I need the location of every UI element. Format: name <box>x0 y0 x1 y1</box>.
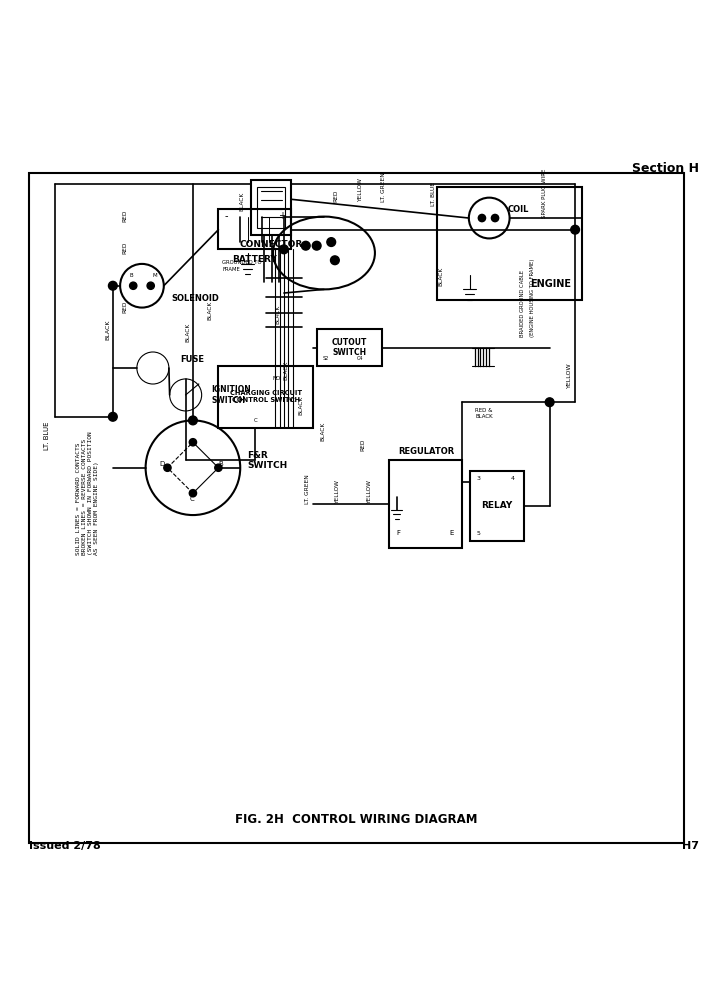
Text: LT. BLUE: LT. BLUE <box>44 421 50 449</box>
Text: F: F <box>396 530 400 536</box>
Bar <box>470 471 524 541</box>
Circle shape <box>478 214 486 221</box>
Text: C: C <box>253 417 257 422</box>
Text: Issued 2/78: Issued 2/78 <box>29 842 101 852</box>
Text: SOLID LINES = FORWARD CONTACTS
BROKEN LINES = REVERSE CONTACTS
(SWITCH SHOWN IN : SOLID LINES = FORWARD CONTACTS BROKEN LI… <box>76 431 99 556</box>
Text: -: - <box>224 211 228 221</box>
Text: (ENGINE HOUSING TO FRAME): (ENGINE HOUSING TO FRAME) <box>531 258 535 336</box>
Text: LT. BLUE: LT. BLUE <box>431 181 435 205</box>
Text: FRAME: FRAME <box>222 267 240 272</box>
Circle shape <box>108 412 117 421</box>
Text: LT. GREEN: LT. GREEN <box>306 474 310 505</box>
Circle shape <box>108 281 117 290</box>
Text: YELLOW: YELLOW <box>567 362 571 387</box>
Text: RED: RED <box>334 189 339 202</box>
Text: RELAY: RELAY <box>481 502 513 511</box>
Circle shape <box>312 241 321 250</box>
Text: BLACK: BLACK <box>298 395 303 414</box>
Text: CUTOUT
SWITCH: CUTOUT SWITCH <box>332 338 367 357</box>
Text: 3: 3 <box>477 476 480 481</box>
Circle shape <box>491 214 499 221</box>
Text: NO: NO <box>273 376 282 381</box>
Circle shape <box>327 237 336 246</box>
Text: BRAIDED GROUND CABLE: BRAIDED GROUND CABLE <box>521 269 525 336</box>
Text: YELLOW: YELLOW <box>358 178 363 202</box>
Bar <box>257 187 285 227</box>
Text: S2: S2 <box>323 356 329 361</box>
Text: B: B <box>218 460 223 466</box>
Text: REGULATOR: REGULATOR <box>397 447 454 456</box>
Text: GROUNDED TO: GROUNDED TO <box>222 260 261 265</box>
Circle shape <box>130 282 137 289</box>
Circle shape <box>189 438 197 445</box>
Bar <box>389 460 462 548</box>
Text: SOLENOID: SOLENOID <box>171 294 219 303</box>
Text: BLACK: BLACK <box>240 191 244 211</box>
Bar <box>251 180 291 235</box>
Text: C: C <box>190 495 194 502</box>
Circle shape <box>545 397 554 406</box>
Text: E: E <box>449 530 454 536</box>
Text: RED: RED <box>123 210 127 222</box>
Text: NC: NC <box>288 398 296 403</box>
Circle shape <box>215 464 222 471</box>
Text: 5: 5 <box>477 531 480 536</box>
Circle shape <box>280 245 288 253</box>
Text: YELLOW: YELLOW <box>368 480 372 505</box>
Text: RED: RED <box>360 438 365 451</box>
Text: H7: H7 <box>682 842 699 852</box>
Text: COIL: COIL <box>507 205 529 214</box>
Text: ENGINE: ENGINE <box>531 279 571 289</box>
Text: B: B <box>130 273 132 278</box>
Text: M: M <box>153 273 157 278</box>
Circle shape <box>147 282 154 289</box>
Text: BATTERY: BATTERY <box>232 255 277 264</box>
Text: LT. GREEN: LT. GREEN <box>381 172 386 202</box>
Text: YELLOW: YELLOW <box>335 480 339 505</box>
Text: CONNECTOR: CONNECTOR <box>240 240 303 248</box>
Text: BLACK: BLACK <box>106 320 110 340</box>
Circle shape <box>331 256 339 264</box>
Text: BLACK: BLACK <box>207 300 212 320</box>
Text: IGNITION
SWITCH: IGNITION SWITCH <box>211 385 251 404</box>
Text: FIG. 2H  CONTROL WIRING DIAGRAM: FIG. 2H CONTROL WIRING DIAGRAM <box>235 813 478 826</box>
Bar <box>317 329 382 365</box>
Text: CHARGING CIRCUIT
CONTROL SWITCH: CHARGING CIRCUIT CONTROL SWITCH <box>229 390 302 403</box>
Text: BLACK: BLACK <box>284 361 288 380</box>
Circle shape <box>189 489 197 496</box>
Text: Section H: Section H <box>632 162 699 175</box>
Bar <box>218 209 291 249</box>
Text: BLACK: BLACK <box>438 266 443 285</box>
Text: BLACK: BLACK <box>320 421 325 440</box>
Text: 4: 4 <box>511 476 515 481</box>
Text: SPARK PLUG WIRE: SPARK PLUG WIRE <box>542 168 547 218</box>
Bar <box>218 365 313 427</box>
Text: BLACK: BLACK <box>186 322 190 341</box>
Circle shape <box>189 416 197 424</box>
Bar <box>437 187 582 300</box>
Circle shape <box>164 464 171 471</box>
Text: +: + <box>278 211 286 221</box>
Text: C4: C4 <box>357 356 363 361</box>
Circle shape <box>571 225 579 234</box>
Text: D: D <box>159 460 165 466</box>
Text: RED: RED <box>123 242 127 254</box>
Text: FUSE: FUSE <box>181 354 205 363</box>
Text: RED: RED <box>123 300 127 312</box>
Circle shape <box>301 241 310 250</box>
Text: F&R
SWITCH: F&R SWITCH <box>248 450 288 470</box>
Text: RED &
BLACK: RED & BLACK <box>475 407 493 418</box>
Text: BLACK: BLACK <box>276 305 280 324</box>
